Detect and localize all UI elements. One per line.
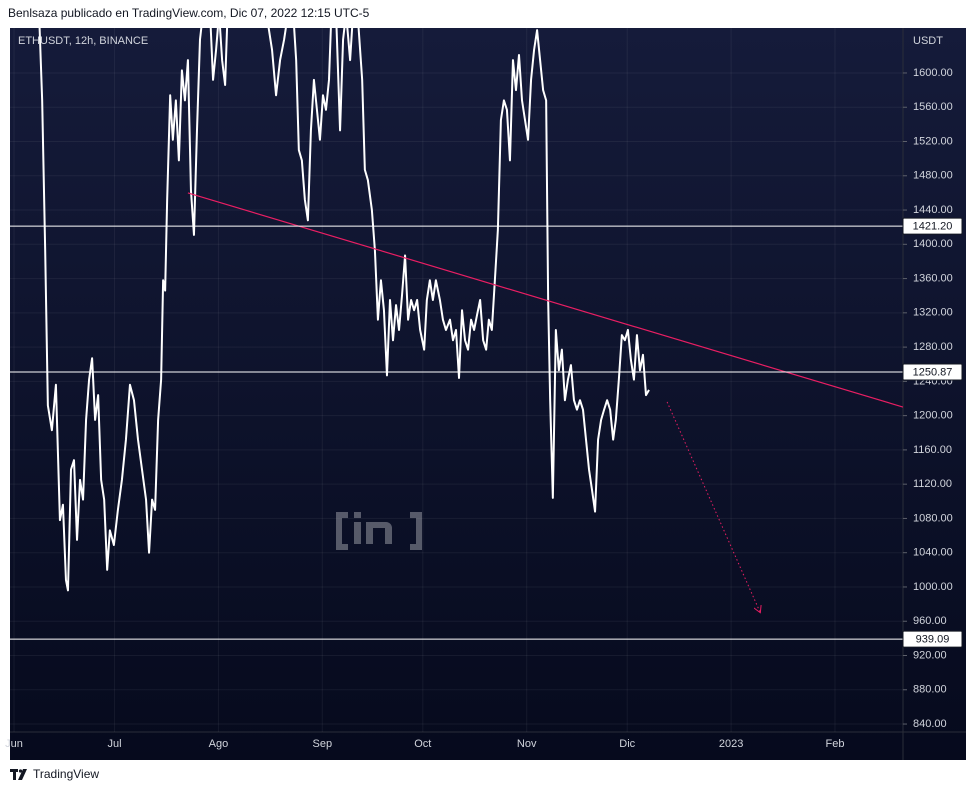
y-tick-label: 960.00 [913,615,947,627]
y-tick-label: 1360.00 [913,272,953,284]
y-tick-label: 1480.00 [913,170,953,182]
x-tick-label: Dic [619,738,635,750]
y-tick-label: 1040.00 [913,547,953,559]
y-tick-label: 1600.00 [913,67,953,79]
y-tick-label: 1400.00 [913,238,953,250]
x-tick-label: Jun [5,738,23,750]
x-tick-label: Sep [313,738,333,750]
y-tick-label: 840.00 [913,718,947,730]
x-tick-label: Jul [108,738,122,750]
level-label-box [902,217,963,235]
price-line [38,28,650,592]
plot [38,28,903,612]
watermark [336,512,422,550]
x-tick-label: 2023 [719,738,743,750]
x-tick-label: Feb [825,738,844,750]
y-tick-label: 1200.00 [913,410,953,422]
level-label-box [902,363,963,381]
chart-background [10,28,966,760]
footer: TradingView [33,767,99,781]
y-tick-label: 1160.00 [913,444,952,456]
y-axis-label: USDT [913,35,943,47]
y-tick-label: 1000.00 [913,581,953,593]
x-tick-label: Nov [517,738,537,750]
y-tick-label: 1080.00 [913,512,953,524]
y-tick-label: 1120.00 [913,478,952,490]
x-tick-label: Ago [209,738,229,750]
header: Benlsaza publicado en TradingView.com, D… [8,6,370,20]
symbol-title: ETHUSDT, 12h, BINANCE [18,35,148,47]
axes: 840.00 880.00 920.00 960.00 1000.00 1040.00 10… [5,67,963,750]
y-tick-label: 1520.00 [913,135,953,147]
tradingview-logo [10,769,27,780]
level-label: 939.09 [916,634,950,646]
x-tick-label: Oct [414,738,431,750]
y-tick-label: 1320.00 [913,307,953,319]
level-label-box [902,630,963,648]
y-tick-label: 880.00 [913,684,947,696]
y-tick-label: 1560.00 [913,101,953,113]
level-label: 1250.87 [913,366,953,378]
y-tick-label: 920.00 [913,649,947,661]
trendline [187,192,903,408]
y-tick-label: 1440.00 [913,204,953,216]
level-label: 1421.20 [913,221,953,233]
y-tick-label: 1280.00 [913,341,953,353]
